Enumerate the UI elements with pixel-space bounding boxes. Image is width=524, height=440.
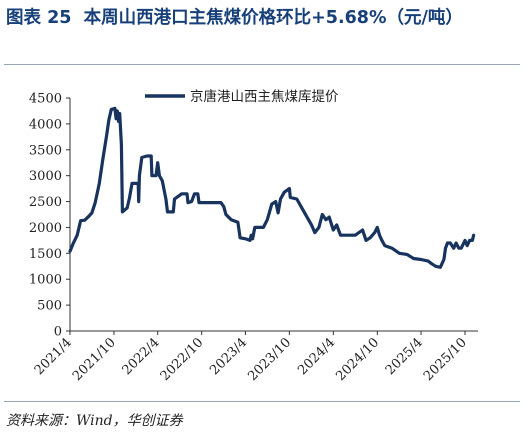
y-tick-label: 4000	[29, 117, 62, 132]
x-tick-label: 2025/4	[383, 335, 426, 378]
y-tick-label: 3000	[29, 169, 62, 184]
y-tick-label: 4500	[29, 92, 62, 107]
y-tick-label: 3500	[29, 143, 62, 158]
chart-title: 图表 25 本周山西港口主焦煤价格环比+5.68%（元/吨）	[6, 8, 463, 28]
x-tick-label: 2021/10	[70, 335, 119, 384]
y-tick-label: 2000	[29, 221, 62, 236]
source-note: 资料来源：Wind，华创证券	[6, 413, 183, 429]
y-tick-label: 500	[37, 299, 62, 314]
x-tick-label: 2023/10	[245, 335, 294, 384]
source-divider	[4, 401, 520, 403]
legend: 京唐港山西主焦煤库提价	[145, 88, 339, 105]
x-tick-label: 2024/4	[295, 335, 338, 378]
x-tick-label: 2022/10	[158, 335, 207, 384]
y-tick-label: 1500	[29, 247, 62, 262]
x-tick-label: 2025/10	[421, 335, 470, 384]
x-tick-label: 2022/4	[120, 335, 163, 378]
y-tick-label: 0	[54, 325, 62, 340]
series-line	[68, 106, 476, 269]
y-axis: 0 500 1000 1500 2000 2500 3000 3500 4000 4500	[29, 92, 71, 340]
y-tick-label: 1000	[29, 273, 62, 288]
x-tick-label: 2024/10	[333, 335, 382, 384]
legend-label: 京唐港山西主焦煤库提价	[190, 88, 339, 105]
title-divider	[4, 64, 520, 66]
x-tick-label: 2021/4	[32, 335, 75, 378]
series-layer	[68, 106, 476, 269]
y-tick-label: 2500	[29, 195, 62, 210]
x-tick-label: 2023/4	[207, 335, 250, 378]
